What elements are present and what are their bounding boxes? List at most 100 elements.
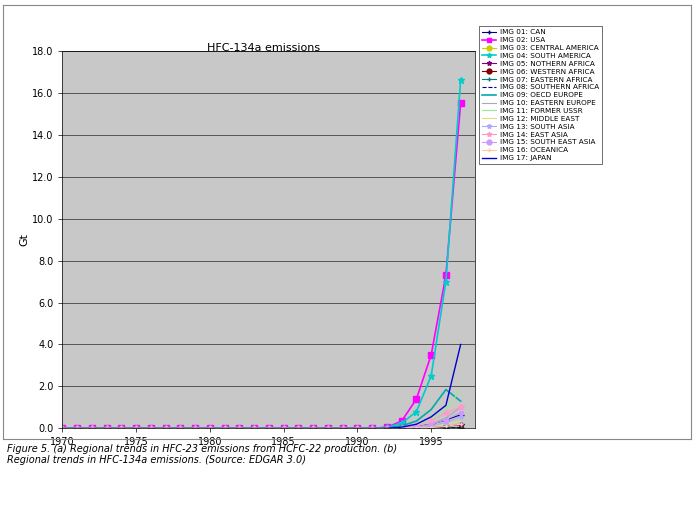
- IMG 03: CENTRAL AMERICA: (1.99e+03, 0): CENTRAL AMERICA: (1.99e+03, 0): [324, 425, 332, 431]
- IMG 13: SOUTH ASIA: (1.97e+03, 0): SOUTH ASIA: (1.97e+03, 0): [73, 425, 81, 431]
- IMG 03: CENTRAL AMERICA: (1.98e+03, 0): CENTRAL AMERICA: (1.98e+03, 0): [221, 425, 229, 431]
- IMG 17: JAPAN: (1.99e+03, 0): JAPAN: (1.99e+03, 0): [294, 425, 303, 431]
- IMG 02: USA: (1.99e+03, 0.05): USA: (1.99e+03, 0.05): [382, 424, 391, 430]
- IMG 08: SOUTHERN AFRICA: (1.99e+03, 0): SOUTHERN AFRICA: (1.99e+03, 0): [294, 425, 303, 431]
- IMG 09: OECD EUROPE: (1.98e+03, 0): OECD EUROPE: (1.98e+03, 0): [176, 425, 185, 431]
- IMG 09: OECD EUROPE: (2e+03, 1.3): OECD EUROPE: (2e+03, 1.3): [457, 398, 465, 404]
- IMG 11: FORMER USSR: (1.98e+03, 0): FORMER USSR: (1.98e+03, 0): [221, 425, 229, 431]
- IMG 05: NOTHERN AFRICA: (1.97e+03, 0): NOTHERN AFRICA: (1.97e+03, 0): [87, 425, 96, 431]
- IMG 05: NOTHERN AFRICA: (1.99e+03, 0): NOTHERN AFRICA: (1.99e+03, 0): [382, 425, 391, 431]
- IMG 02: USA: (1.98e+03, 0): USA: (1.98e+03, 0): [264, 425, 273, 431]
- IMG 15: SOUTH EAST ASIA: (1.98e+03, 0): SOUTH EAST ASIA: (1.98e+03, 0): [146, 425, 155, 431]
- IMG 07: EASTERN AFRICA: (1.98e+03, 0): EASTERN AFRICA: (1.98e+03, 0): [221, 425, 229, 431]
- IMG 11: FORMER USSR: (1.98e+03, 0): FORMER USSR: (1.98e+03, 0): [146, 425, 155, 431]
- IMG 10: EASTERN EUROPE: (2e+03, 0.2): EASTERN EUROPE: (2e+03, 0.2): [427, 421, 435, 427]
- IMG 14: EAST ASIA: (1.97e+03, 0): EAST ASIA: (1.97e+03, 0): [58, 425, 67, 431]
- IMG 03: CENTRAL AMERICA: (1.98e+03, 0): CENTRAL AMERICA: (1.98e+03, 0): [191, 425, 199, 431]
- IMG 13: SOUTH ASIA: (1.98e+03, 0): SOUTH ASIA: (1.98e+03, 0): [132, 425, 140, 431]
- IMG 15: SOUTH EAST ASIA: (1.98e+03, 0): SOUTH EAST ASIA: (1.98e+03, 0): [206, 425, 214, 431]
- IMG 10: EASTERN EUROPE: (1.98e+03, 0): EASTERN EUROPE: (1.98e+03, 0): [264, 425, 273, 431]
- IMG 05: NOTHERN AFRICA: (1.98e+03, 0): NOTHERN AFRICA: (1.98e+03, 0): [235, 425, 244, 431]
- IMG 06: WESTERN AFRICA: (1.98e+03, 0): WESTERN AFRICA: (1.98e+03, 0): [191, 425, 199, 431]
- IMG 12: MIDDLE EAST: (1.97e+03, 0): MIDDLE EAST: (1.97e+03, 0): [117, 425, 126, 431]
- IMG 07: EASTERN AFRICA: (1.99e+03, 0): EASTERN AFRICA: (1.99e+03, 0): [294, 425, 303, 431]
- IMG 07: EASTERN AFRICA: (2e+03, 0.03): EASTERN AFRICA: (2e+03, 0.03): [457, 425, 465, 431]
- IMG 02: USA: (1.98e+03, 0): USA: (1.98e+03, 0): [132, 425, 140, 431]
- IMG 16: OCEANICA: (1.99e+03, 0): OCEANICA: (1.99e+03, 0): [324, 425, 332, 431]
- IMG 11: FORMER USSR: (1.99e+03, 0): FORMER USSR: (1.99e+03, 0): [353, 425, 362, 431]
- IMG 03: CENTRAL AMERICA: (2e+03, 0.02): CENTRAL AMERICA: (2e+03, 0.02): [427, 425, 435, 431]
- IMG 14: EAST ASIA: (1.98e+03, 0): EAST ASIA: (1.98e+03, 0): [235, 425, 244, 431]
- IMG 17: JAPAN: (1.98e+03, 0): JAPAN: (1.98e+03, 0): [264, 425, 273, 431]
- IMG 15: SOUTH EAST ASIA: (1.98e+03, 0): SOUTH EAST ASIA: (1.98e+03, 0): [250, 425, 258, 431]
- IMG 03: CENTRAL AMERICA: (1.97e+03, 0): CENTRAL AMERICA: (1.97e+03, 0): [73, 425, 81, 431]
- IMG 10: EASTERN EUROPE: (1.99e+03, 0): EASTERN EUROPE: (1.99e+03, 0): [368, 425, 376, 431]
- IMG 16: OCEANICA: (1.99e+03, 0): OCEANICA: (1.99e+03, 0): [309, 425, 317, 431]
- IMG 15: SOUTH EAST ASIA: (1.98e+03, 0): SOUTH EAST ASIA: (1.98e+03, 0): [221, 425, 229, 431]
- IMG 12: MIDDLE EAST: (1.99e+03, 0): MIDDLE EAST: (1.99e+03, 0): [309, 425, 317, 431]
- IMG 16: OCEANICA: (1.97e+03, 0): OCEANICA: (1.97e+03, 0): [58, 425, 67, 431]
- IMG 05: NOTHERN AFRICA: (1.98e+03, 0): NOTHERN AFRICA: (1.98e+03, 0): [191, 425, 199, 431]
- IMG 12: MIDDLE EAST: (2e+03, 0.35): MIDDLE EAST: (2e+03, 0.35): [457, 418, 465, 424]
- IMG 02: USA: (1.99e+03, 0): USA: (1.99e+03, 0): [294, 425, 303, 431]
- IMG 16: OCEANICA: (1.99e+03, 0.005): OCEANICA: (1.99e+03, 0.005): [398, 425, 406, 431]
- IMG 05: NOTHERN AFRICA: (2e+03, 0.18): NOTHERN AFRICA: (2e+03, 0.18): [457, 422, 465, 428]
- IMG 14: EAST ASIA: (1.98e+03, 0): EAST ASIA: (1.98e+03, 0): [280, 425, 288, 431]
- IMG 09: OECD EUROPE: (1.97e+03, 0): OECD EUROPE: (1.97e+03, 0): [103, 425, 111, 431]
- IMG 04: SOUTH AMERICA: (1.98e+03, 0): SOUTH AMERICA: (1.98e+03, 0): [176, 425, 185, 431]
- IMG 13: SOUTH ASIA: (1.99e+03, 0): SOUTH ASIA: (1.99e+03, 0): [353, 425, 362, 431]
- IMG 12: MIDDLE EAST: (1.98e+03, 0): MIDDLE EAST: (1.98e+03, 0): [191, 425, 199, 431]
- IMG 03: CENTRAL AMERICA: (1.97e+03, 0): CENTRAL AMERICA: (1.97e+03, 0): [103, 425, 111, 431]
- IMG 04: SOUTH AMERICA: (1.99e+03, 0.05): SOUTH AMERICA: (1.99e+03, 0.05): [382, 424, 391, 430]
- IMG 15: SOUTH EAST ASIA: (1.98e+03, 0): SOUTH EAST ASIA: (1.98e+03, 0): [235, 425, 244, 431]
- IMG 15: SOUTH EAST ASIA: (1.99e+03, 0): SOUTH EAST ASIA: (1.99e+03, 0): [324, 425, 332, 431]
- IMG 05: NOTHERN AFRICA: (1.99e+03, 0.01): NOTHERN AFRICA: (1.99e+03, 0.01): [398, 425, 406, 431]
- IMG 12: MIDDLE EAST: (1.97e+03, 0): MIDDLE EAST: (1.97e+03, 0): [73, 425, 81, 431]
- IMG 09: OECD EUROPE: (1.98e+03, 0): OECD EUROPE: (1.98e+03, 0): [250, 425, 258, 431]
- IMG 07: EASTERN AFRICA: (2e+03, 0.015): EASTERN AFRICA: (2e+03, 0.015): [442, 425, 450, 431]
- IMG 11: FORMER USSR: (1.99e+03, 0): FORMER USSR: (1.99e+03, 0): [309, 425, 317, 431]
- IMG 09: OECD EUROPE: (1.98e+03, 0): OECD EUROPE: (1.98e+03, 0): [132, 425, 140, 431]
- Line: IMG 14: EAST ASIA: IMG 14: EAST ASIA: [60, 405, 464, 431]
- IMG 02: USA: (1.97e+03, 0): USA: (1.97e+03, 0): [73, 425, 81, 431]
- IMG 02: USA: (1.97e+03, 0): USA: (1.97e+03, 0): [103, 425, 111, 431]
- IMG 06: WESTERN AFRICA: (1.99e+03, 0): WESTERN AFRICA: (1.99e+03, 0): [324, 425, 332, 431]
- IMG 09: OECD EUROPE: (1.98e+03, 0): OECD EUROPE: (1.98e+03, 0): [206, 425, 214, 431]
- IMG 10: EASTERN EUROPE: (1.97e+03, 0): EASTERN EUROPE: (1.97e+03, 0): [117, 425, 126, 431]
- IMG 04: SOUTH AMERICA: (1.99e+03, 0.25): SOUTH AMERICA: (1.99e+03, 0.25): [398, 420, 406, 426]
- IMG 02: USA: (1.97e+03, 0): USA: (1.97e+03, 0): [58, 425, 67, 431]
- IMG 07: EASTERN AFRICA: (1.98e+03, 0): EASTERN AFRICA: (1.98e+03, 0): [206, 425, 214, 431]
- IMG 11: FORMER USSR: (1.98e+03, 0): FORMER USSR: (1.98e+03, 0): [235, 425, 244, 431]
- IMG 07: EASTERN AFRICA: (1.99e+03, 0): EASTERN AFRICA: (1.99e+03, 0): [309, 425, 317, 431]
- IMG 04: SOUTH AMERICA: (1.99e+03, 0): SOUTH AMERICA: (1.99e+03, 0): [324, 425, 332, 431]
- IMG 02: USA: (1.98e+03, 0): USA: (1.98e+03, 0): [206, 425, 214, 431]
- IMG 01: CAN: (1.97e+03, 0): CAN: (1.97e+03, 0): [87, 425, 96, 431]
- IMG 10: EASTERN EUROPE: (1.97e+03, 0): EASTERN EUROPE: (1.97e+03, 0): [103, 425, 111, 431]
- IMG 14: EAST ASIA: (1.99e+03, 0): EAST ASIA: (1.99e+03, 0): [309, 425, 317, 431]
- IMG 14: EAST ASIA: (1.98e+03, 0): EAST ASIA: (1.98e+03, 0): [206, 425, 214, 431]
- Line: IMG 01: CAN: IMG 01: CAN: [60, 412, 464, 431]
- IMG 15: SOUTH EAST ASIA: (1.97e+03, 0): SOUTH EAST ASIA: (1.97e+03, 0): [58, 425, 67, 431]
- IMG 05: NOTHERN AFRICA: (1.98e+03, 0): NOTHERN AFRICA: (1.98e+03, 0): [280, 425, 288, 431]
- IMG 08: SOUTHERN AFRICA: (1.99e+03, 0): SOUTHERN AFRICA: (1.99e+03, 0): [382, 425, 391, 431]
- IMG 10: EASTERN EUROPE: (1.99e+03, 0): EASTERN EUROPE: (1.99e+03, 0): [324, 425, 332, 431]
- IMG 14: EAST ASIA: (1.99e+03, 0.12): EAST ASIA: (1.99e+03, 0.12): [412, 423, 421, 429]
- IMG 03: CENTRAL AMERICA: (1.99e+03, 0): CENTRAL AMERICA: (1.99e+03, 0): [398, 425, 406, 431]
- IMG 17: JAPAN: (1.98e+03, 0): JAPAN: (1.98e+03, 0): [250, 425, 258, 431]
- IMG 09: OECD EUROPE: (1.99e+03, 0): OECD EUROPE: (1.99e+03, 0): [294, 425, 303, 431]
- IMG 16: OCEANICA: (1.99e+03, 0): OCEANICA: (1.99e+03, 0): [339, 425, 347, 431]
- IMG 01: CAN: (1.98e+03, 0): CAN: (1.98e+03, 0): [146, 425, 155, 431]
- IMG 09: OECD EUROPE: (1.98e+03, 0): OECD EUROPE: (1.98e+03, 0): [264, 425, 273, 431]
- IMG 16: OCEANICA: (1.98e+03, 0): OCEANICA: (1.98e+03, 0): [280, 425, 288, 431]
- IMG 16: OCEANICA: (1.98e+03, 0): OCEANICA: (1.98e+03, 0): [206, 425, 214, 431]
- IMG 01: CAN: (1.99e+03, 0.01): CAN: (1.99e+03, 0.01): [382, 425, 391, 431]
- IMG 06: WESTERN AFRICA: (1.97e+03, 0): WESTERN AFRICA: (1.97e+03, 0): [58, 425, 67, 431]
- IMG 13: SOUTH ASIA: (1.99e+03, 0): SOUTH ASIA: (1.99e+03, 0): [309, 425, 317, 431]
- IMG 07: EASTERN AFRICA: (1.98e+03, 0): EASTERN AFRICA: (1.98e+03, 0): [264, 425, 273, 431]
- IMG 14: EAST ASIA: (2e+03, 0.35): EAST ASIA: (2e+03, 0.35): [427, 418, 435, 424]
- IMG 06: WESTERN AFRICA: (1.99e+03, 0): WESTERN AFRICA: (1.99e+03, 0): [294, 425, 303, 431]
- IMG 09: OECD EUROPE: (1.97e+03, 0): OECD EUROPE: (1.97e+03, 0): [73, 425, 81, 431]
- IMG 15: SOUTH EAST ASIA: (1.99e+03, 0): SOUTH EAST ASIA: (1.99e+03, 0): [353, 425, 362, 431]
- IMG 14: EAST ASIA: (1.98e+03, 0): EAST ASIA: (1.98e+03, 0): [191, 425, 199, 431]
- IMG 08: SOUTHERN AFRICA: (1.98e+03, 0): SOUTHERN AFRICA: (1.98e+03, 0): [162, 425, 170, 431]
